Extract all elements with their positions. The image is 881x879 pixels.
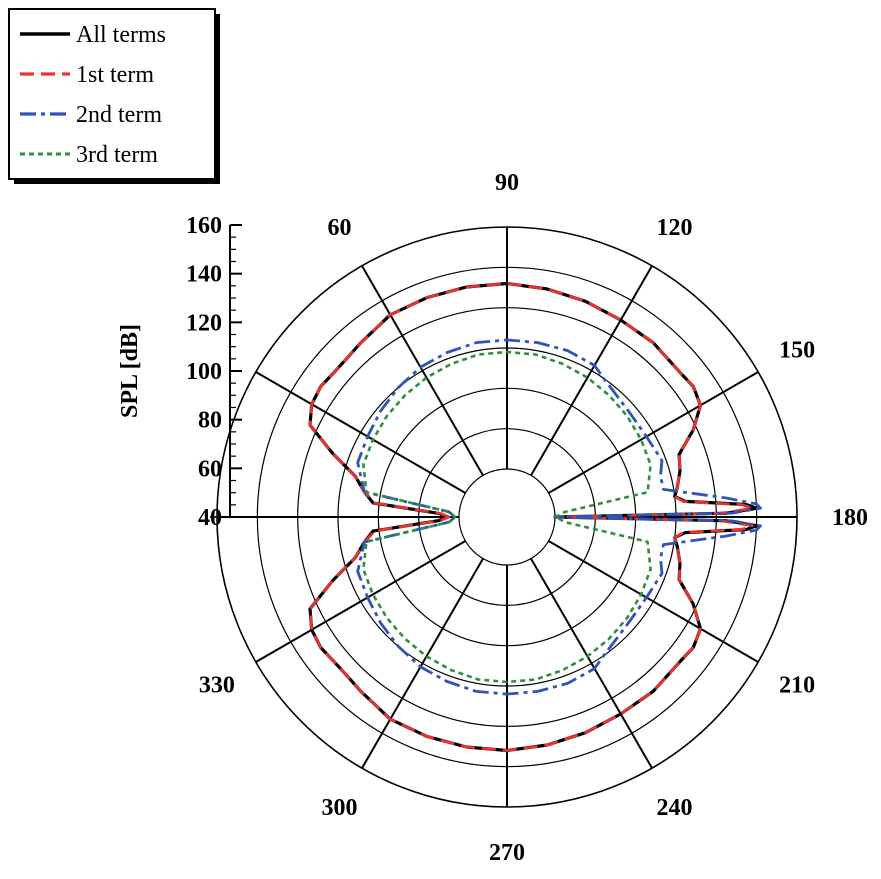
series-line-4 bbox=[362, 350, 652, 684]
grid-spoke-150 bbox=[548, 371, 759, 494]
angle-label-300: 300 bbox=[322, 795, 358, 821]
angle-label-270: 270 bbox=[489, 840, 525, 866]
grid-spoke-330 bbox=[255, 540, 466, 663]
grid-spoke-60 bbox=[361, 265, 484, 476]
radial-tick-label-160: 160 bbox=[186, 213, 222, 239]
angle-label-330: 330 bbox=[199, 673, 235, 699]
radial-tick-label-100: 100 bbox=[186, 359, 222, 385]
grid-circle-40 bbox=[458, 468, 556, 566]
grid-spoke-300 bbox=[361, 558, 484, 769]
legend-label-2: 1st term bbox=[76, 62, 154, 88]
angle-label-210: 210 bbox=[779, 673, 815, 699]
legend-label-4: 3rd term bbox=[76, 142, 158, 168]
radial-tick-label-80: 80 bbox=[198, 408, 222, 434]
angle-label-240: 240 bbox=[657, 795, 693, 821]
series-line-3 bbox=[356, 338, 762, 696]
legend-box bbox=[8, 8, 216, 180]
angle-label-150: 150 bbox=[779, 338, 815, 364]
radial-tick-label-60: 60 bbox=[198, 456, 222, 482]
grid-spoke-210 bbox=[548, 540, 759, 663]
angle-labels: 90 120 150 180 210 240 270 300 330 60 bbox=[199, 170, 868, 866]
radial-tick-label-120: 120 bbox=[186, 310, 222, 336]
angle-label-120: 120 bbox=[657, 215, 693, 241]
grid-spoke-120 bbox=[530, 265, 653, 476]
radial-axis: 40 60 80 100 120 140 160 SPL [dB] bbox=[117, 213, 242, 531]
series-group bbox=[308, 281, 762, 753]
polar-grid bbox=[210, 226, 798, 808]
radial-axis-title: SPL [dB] bbox=[117, 324, 143, 418]
radial-tick-label-40: 40 bbox=[198, 505, 222, 531]
legend: All terms 1st term 2nd term 3rd term bbox=[8, 8, 220, 184]
grid-spoke-240 bbox=[530, 558, 653, 769]
legend-label-3: 2nd term bbox=[76, 102, 162, 128]
angle-label-60: 60 bbox=[328, 215, 352, 241]
grid-spoke-30 bbox=[255, 371, 466, 494]
legend-label-1: All terms bbox=[76, 22, 166, 48]
radial-tick-label-140: 140 bbox=[186, 262, 222, 288]
angle-label-180: 180 bbox=[832, 505, 868, 531]
angle-label-90: 90 bbox=[495, 170, 519, 196]
